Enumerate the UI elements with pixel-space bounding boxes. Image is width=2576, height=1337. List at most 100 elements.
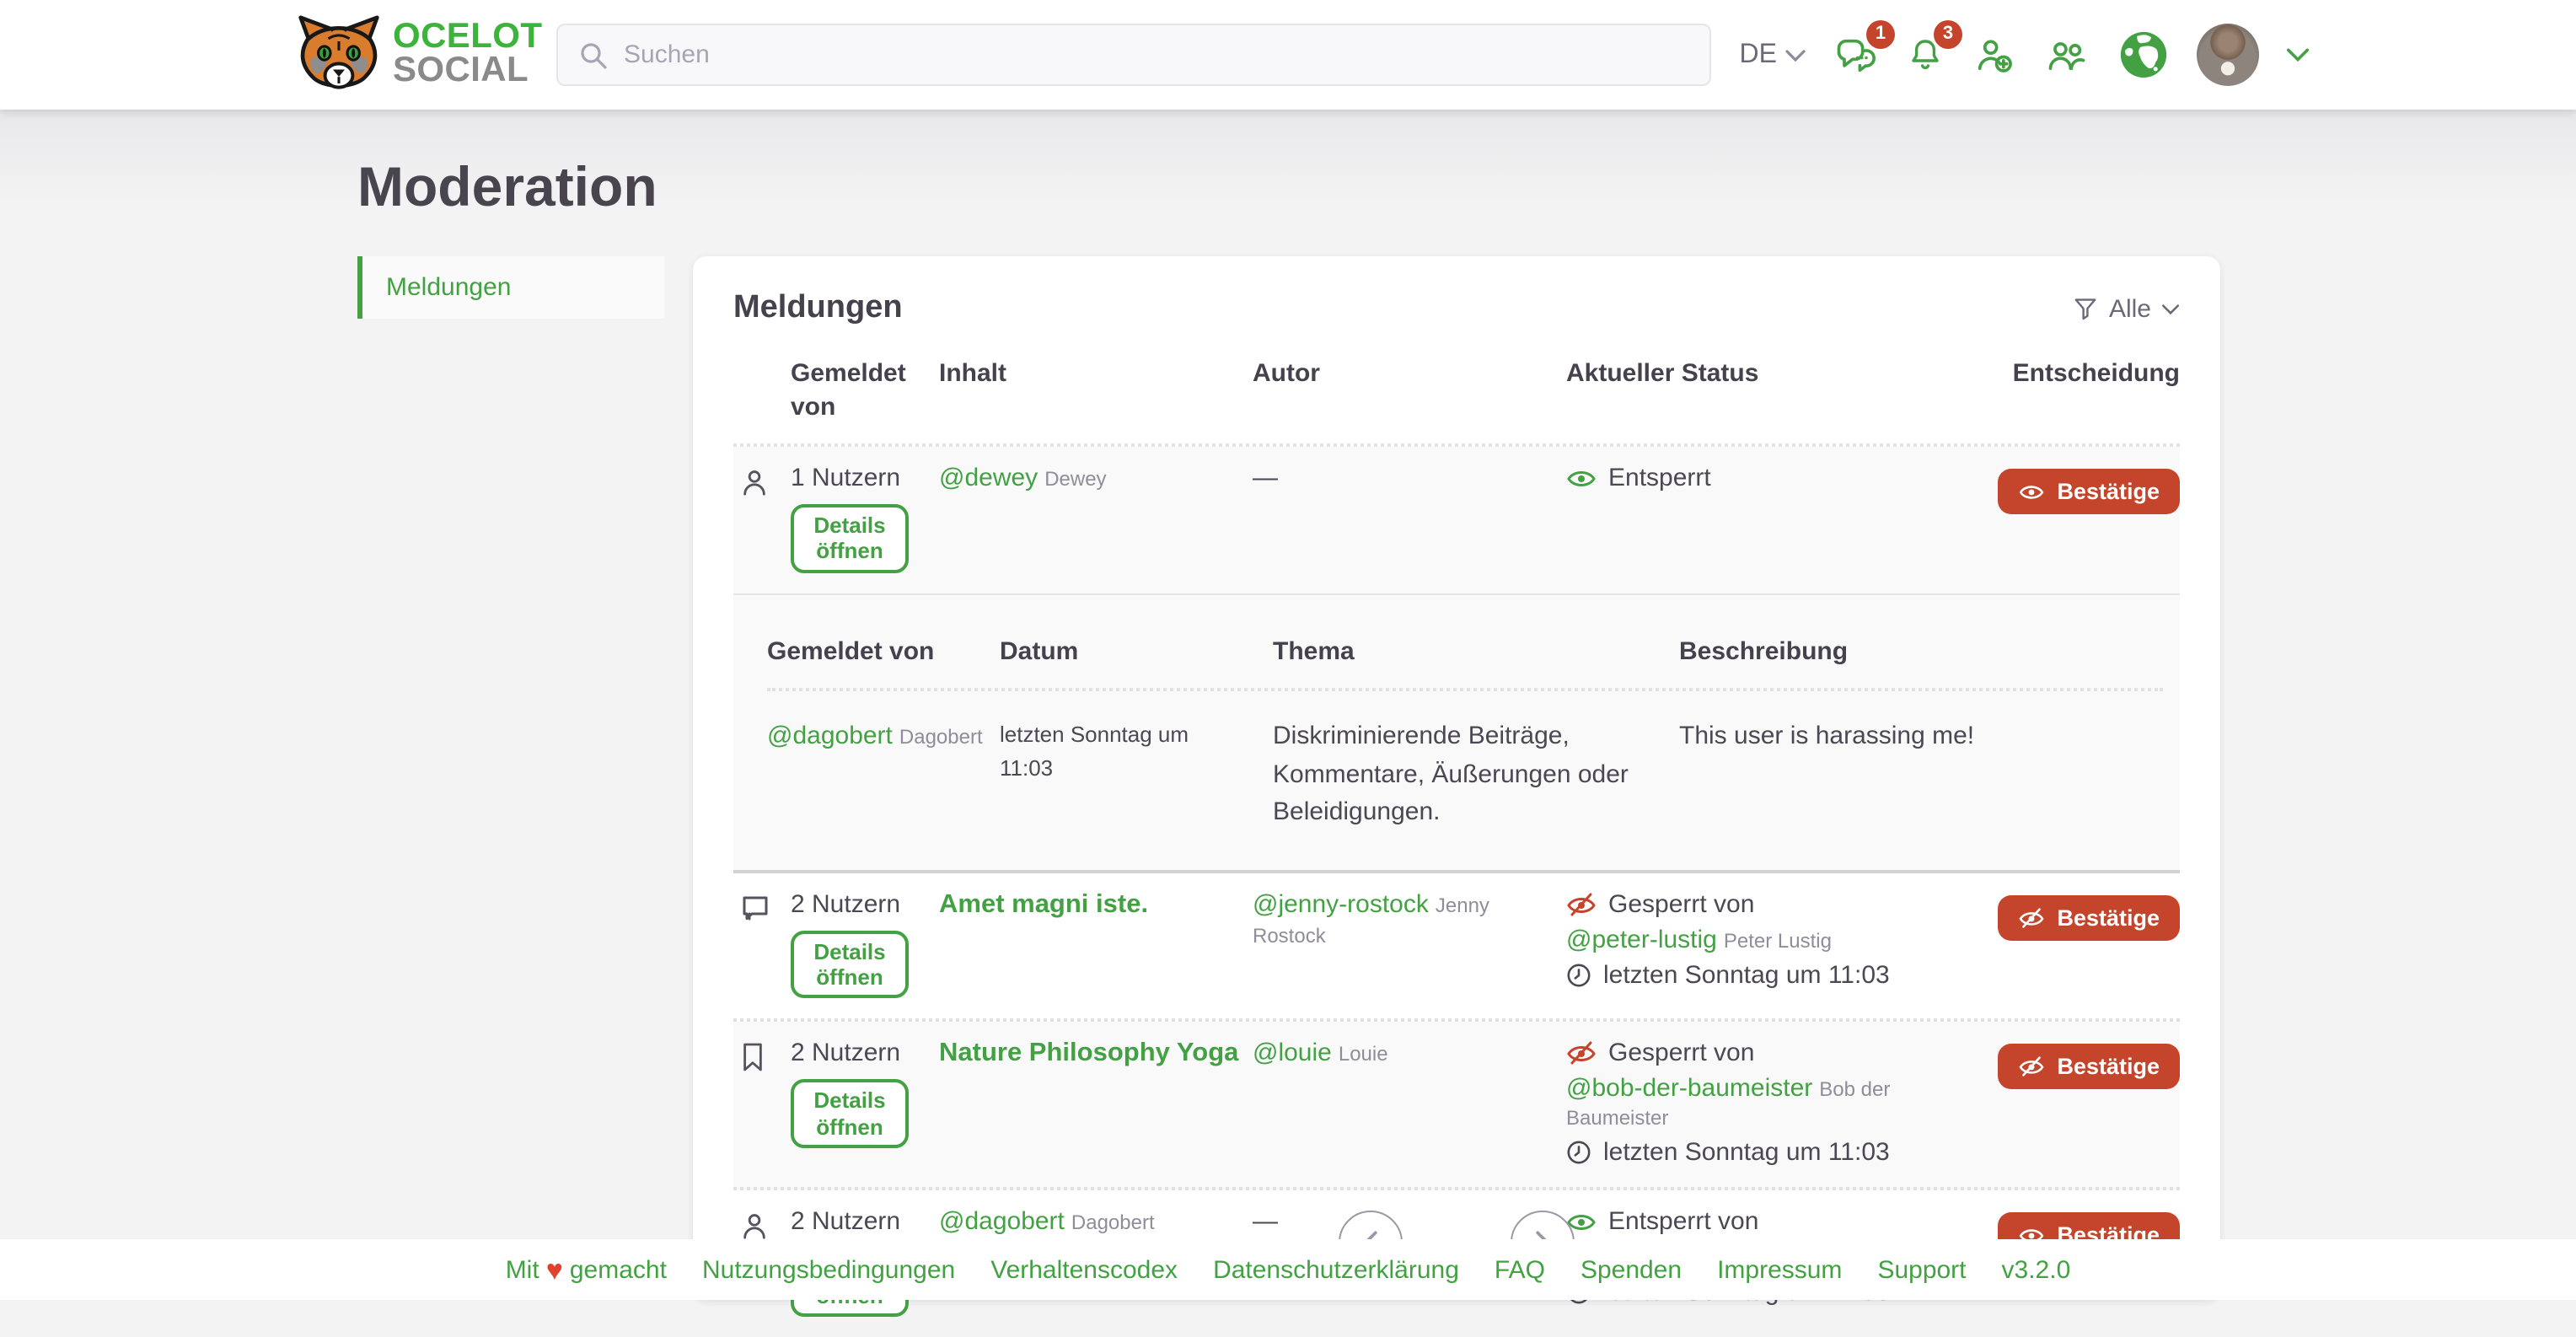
detail-reporter-link[interactable]: @dagobert <box>767 722 893 751</box>
column-header-author: Autor <box>1253 359 1320 388</box>
footer-link-code-of-conduct[interactable]: Verhaltenscodex <box>990 1255 1178 1284</box>
user-icon <box>733 1208 791 1242</box>
column-header-reported-by: Gemeldet von <box>791 359 906 421</box>
eye-icon <box>1566 466 1597 490</box>
search-bar[interactable] <box>556 24 1711 86</box>
reported-user-name: Dagobert <box>1071 1211 1155 1235</box>
reported-post-link[interactable]: Amet magni iste. <box>939 889 1149 919</box>
reports-card: Meldungen Alle Gemeldet von Inhalt Autor… <box>693 256 2220 1317</box>
detail-description: This user is harassing me! <box>1679 722 1975 751</box>
column-header-status: Aktueller Status <box>1566 359 1759 388</box>
status-time: letzten Sonntag um 11:03 <box>1603 1138 1890 1168</box>
profile-menu[interactable] <box>2197 24 2259 86</box>
detail-header-reported-by: Gemeldet von <box>767 636 935 666</box>
avatar <box>2197 24 2259 86</box>
detail-reporter-name: Dagobert <box>899 725 983 749</box>
confirm-button[interactable]: Bestätige <box>1998 1044 2180 1090</box>
reported-user-link[interactable]: @dagobert <box>939 1207 1065 1237</box>
open-details-button[interactable]: Details öffnen <box>791 504 909 573</box>
eye-off-icon <box>2018 906 2045 928</box>
eye-off-icon <box>2018 1056 2045 1078</box>
author-link[interactable]: @jenny-rostock <box>1253 889 1429 919</box>
comment-icon <box>733 889 791 921</box>
eye-off-icon <box>1566 1041 1597 1066</box>
bell-icon <box>1905 33 1945 77</box>
profile-chevron-down-icon[interactable] <box>2286 47 2310 62</box>
footer-link-donate[interactable]: Spenden <box>1580 1255 1682 1284</box>
report-row: 1 Nutzern Details öffnen @dewey Dewey — E… <box>733 447 2180 593</box>
detail-header-topic: Thema <box>1273 636 1355 666</box>
confirm-button[interactable]: Bestätige <box>1998 469 2180 514</box>
report-detail-panel: Gemeldet von Datum Thema Beschreibung @d… <box>733 593 2180 873</box>
chat-badge: 1 <box>1866 19 1895 48</box>
header-actions: DE 1 <box>1740 0 2310 110</box>
brand-logo[interactable]: OCELOT SOCIAL <box>297 13 542 93</box>
footer-link-imprint[interactable]: Impressum <box>1717 1255 1843 1284</box>
search-icon <box>578 40 609 70</box>
filter-funnel-icon <box>2072 295 2099 322</box>
card-title: Meldungen <box>733 290 903 325</box>
detail-header-date: Datum <box>1000 636 1079 666</box>
author-cell: — <box>1253 464 1278 492</box>
footer-link-support[interactable]: Support <box>1877 1255 1967 1284</box>
chat-button[interactable]: 1 <box>1833 19 1895 77</box>
invite-user-button[interactable] <box>1972 33 2016 77</box>
status-label: Entsperrt <box>1608 464 1711 492</box>
clock-icon <box>1566 962 1591 987</box>
status-time: letzten Sonntag um 11:03 <box>1603 960 1890 990</box>
eye-icon <box>1566 1211 1597 1234</box>
chevron-down-icon <box>1785 48 1806 62</box>
filter-label: Alle <box>2108 294 2151 323</box>
user-icon <box>733 464 791 497</box>
column-header-content: Inhalt <box>939 359 1006 388</box>
language-label: DE <box>1739 40 1777 68</box>
person-plus-icon <box>1972 33 2016 77</box>
eye-off-icon <box>1566 891 1597 916</box>
open-details-button[interactable]: Details öffnen <box>791 1079 909 1148</box>
column-header-decision: Entscheidung <box>2012 359 2180 388</box>
moderator-link[interactable]: @bob-der-baumeister <box>1566 1074 1813 1103</box>
globe-icon <box>2117 29 2170 81</box>
groups-button[interactable] <box>2043 33 2090 77</box>
footer-link-privacy[interactable]: Datenschutzerklärung <box>1213 1255 1459 1284</box>
search-input[interactable] <box>624 40 1689 69</box>
top-navbar: OCELOT SOCIAL DE <box>0 0 2576 110</box>
reporter-count: 2 Nutzern <box>791 1039 901 1068</box>
moderator-name: Peter Lustig <box>1723 928 1832 953</box>
author-name: Jenny Rostock <box>1253 893 1489 948</box>
filter-dropdown[interactable]: Alle <box>2072 294 2180 323</box>
moderator-link[interactable]: @peter-lustig <box>1566 925 1717 954</box>
made-with-love[interactable]: Mit ♥ gemacht <box>505 1254 667 1286</box>
confirm-button[interactable]: Bestätige <box>1998 894 2180 941</box>
brand-name: OCELOT SOCIAL <box>393 17 543 89</box>
reporter-count: 2 Nutzern <box>791 889 901 919</box>
bookmark-icon <box>733 1039 791 1073</box>
footer-link-faq[interactable]: FAQ <box>1494 1255 1545 1284</box>
footer: Mit ♥ gemacht Nutzungsbedingungen Verhal… <box>0 1239 2576 1300</box>
notifications-button[interactable]: 3 <box>1905 19 1962 77</box>
footer-link-terms[interactable]: Nutzungsbedingungen <box>701 1255 956 1284</box>
page-title: Moderation <box>357 155 657 217</box>
reported-post-link[interactable]: Nature Philosophy Yoga <box>939 1039 1239 1068</box>
author-name: Louie <box>1338 1042 1388 1066</box>
sidebar-item-meldungen[interactable]: Meldungen <box>357 256 664 319</box>
filter-chevron-down-icon <box>2161 303 2180 314</box>
map-button[interactable] <box>2117 29 2170 81</box>
moderation-sidebar: Meldungen <box>357 256 664 319</box>
heart-icon: ♥ <box>545 1254 563 1286</box>
author-link[interactable]: @louie <box>1253 1039 1332 1068</box>
clock-icon <box>1566 1141 1591 1166</box>
report-row: 2 Nutzern Details öffnen Nature Philosop… <box>733 1022 2180 1191</box>
people-icon <box>2043 33 2090 77</box>
language-selector[interactable]: DE <box>1740 40 1806 70</box>
reported-user-link[interactable]: @dewey <box>939 464 1038 492</box>
author-cell: — <box>1253 1207 1278 1237</box>
open-details-button[interactable]: Details öffnen <box>791 930 909 999</box>
chat-icon <box>1833 33 1878 77</box>
status-label: Gesperrt von <box>1608 889 1755 919</box>
ocelot-cat-icon <box>297 13 381 93</box>
reporter-count: 1 Nutzern <box>791 464 901 492</box>
detail-date: letzten Sonntag um 11:03 <box>1000 722 1189 781</box>
reported-user-name: Dewey <box>1044 467 1107 491</box>
